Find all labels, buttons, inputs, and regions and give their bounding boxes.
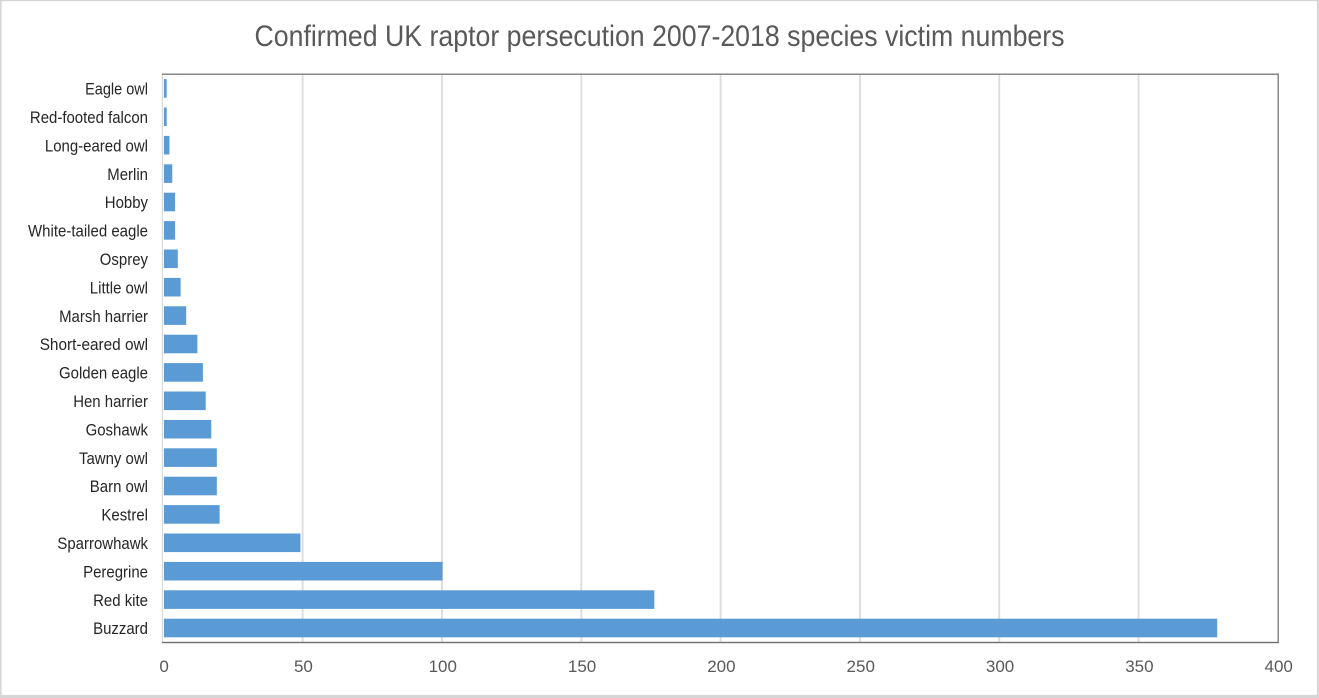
svg-text:0: 0 bbox=[159, 657, 168, 676]
svg-text:Golden eagle: Golden eagle bbox=[59, 364, 148, 383]
svg-text:Red kite: Red kite bbox=[93, 591, 148, 610]
svg-text:Marsh harrier: Marsh harrier bbox=[59, 307, 148, 326]
svg-text:Confirmed UK raptor persecutio: Confirmed UK raptor persecution 2007-201… bbox=[255, 20, 1065, 53]
svg-text:Eagle owl: Eagle owl bbox=[85, 80, 148, 99]
svg-text:Sparrowhawk: Sparrowhawk bbox=[57, 534, 148, 553]
svg-text:Little owl: Little owl bbox=[90, 278, 148, 297]
svg-text:White-tailed eagle: White-tailed eagle bbox=[28, 222, 148, 241]
svg-text:Hobby: Hobby bbox=[105, 193, 149, 212]
svg-text:100: 100 bbox=[429, 657, 457, 676]
svg-text:300: 300 bbox=[986, 657, 1014, 676]
svg-text:400: 400 bbox=[1265, 657, 1293, 676]
svg-text:200: 200 bbox=[707, 657, 735, 676]
svg-text:Goshawk: Goshawk bbox=[86, 420, 149, 439]
svg-text:Long-eared owl: Long-eared owl bbox=[45, 136, 148, 155]
svg-text:350: 350 bbox=[1125, 657, 1153, 676]
svg-text:Tawny owl: Tawny owl bbox=[79, 449, 148, 468]
svg-text:Kestrel: Kestrel bbox=[101, 506, 148, 525]
svg-text:150: 150 bbox=[568, 657, 596, 676]
svg-text:Buzzard: Buzzard bbox=[93, 619, 148, 638]
svg-text:Barn owl: Barn owl bbox=[90, 477, 148, 496]
svg-text:Osprey: Osprey bbox=[100, 250, 149, 269]
svg-text:Peregrine: Peregrine bbox=[83, 562, 148, 581]
svg-text:Merlin: Merlin bbox=[107, 165, 148, 184]
svg-text:50: 50 bbox=[294, 657, 313, 676]
svg-text:250: 250 bbox=[847, 657, 875, 676]
svg-text:Hen harrier: Hen harrier bbox=[73, 392, 148, 411]
svg-text:Short-eared owl: Short-eared owl bbox=[40, 335, 148, 354]
svg-text:Red-footed falcon: Red-footed falcon bbox=[30, 108, 148, 127]
